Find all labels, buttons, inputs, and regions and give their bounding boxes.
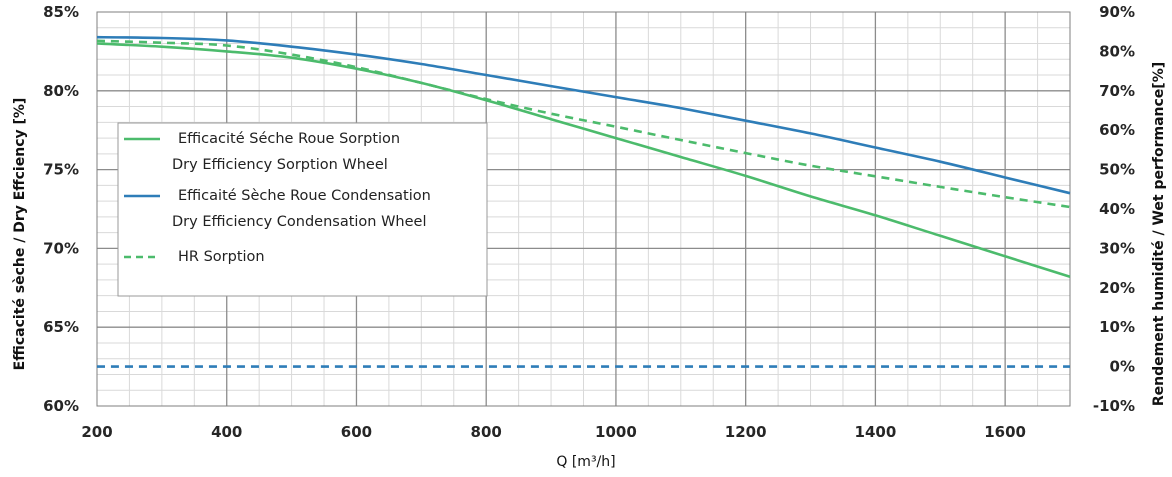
legend-label-condensation-fr: Efficaité Sèche Roue Condensation <box>178 188 431 204</box>
legend-label-sorption-fr: Efficacité Séche Roue Sorption <box>178 131 400 147</box>
right-y-tick-label: 30% <box>1099 239 1135 257</box>
left-y-tick-label: 60% <box>43 397 79 415</box>
right-y-tick-labels: -10% 0% 10% 20% 30% 40% 50% 60% 70% 80% 90% <box>1093 3 1135 415</box>
right-y-tick-label: 0% <box>1110 358 1135 376</box>
right-y-tick-label: 20% <box>1099 279 1135 297</box>
right-y-tick-label: 10% <box>1099 318 1135 336</box>
series-line-1 <box>96 35 1071 195</box>
x-tick-label: 1600 <box>984 423 1026 441</box>
legend-box <box>117 122 488 297</box>
x-tick-label: 1400 <box>855 423 897 441</box>
left-y-tick-label: 65% <box>43 318 79 336</box>
series-line-2 <box>96 39 1071 209</box>
x-tick-label: 200 <box>81 423 112 441</box>
right-y-axis-title: Rendement humidité / Wet performance[%] <box>1151 62 1167 406</box>
x-tick-label: 1200 <box>725 423 767 441</box>
series-layer <box>96 35 1071 368</box>
minor-grid <box>97 12 1070 406</box>
x-axis-title: Q [m³/h] <box>556 454 615 470</box>
right-y-tick-label: 40% <box>1099 200 1135 218</box>
right-y-tick-label: 70% <box>1099 82 1135 100</box>
right-y-tick-label: 50% <box>1099 161 1135 179</box>
series-line-0 <box>96 42 1071 279</box>
plot-area-frame <box>96 11 1071 407</box>
left-y-tick-label: 80% <box>43 82 79 100</box>
left-y-tick-label: 85% <box>43 3 79 21</box>
left-y-axis-title: Efficacité sèche / Dry Effciency [%] <box>12 98 28 371</box>
x-tick-label: 1000 <box>595 423 637 441</box>
x-tick-label: 600 <box>341 423 372 441</box>
left-y-tick-label: 70% <box>43 239 79 257</box>
legend-label-sorption-en: Dry Efficiency Sorption Wheel <box>172 157 388 173</box>
right-y-tick-label: -10% <box>1093 397 1135 415</box>
right-y-tick-label: 80% <box>1099 42 1135 60</box>
x-tick-labels: 200 400 600 800 1000 1200 1400 1600 <box>81 423 1026 441</box>
x-tick-label: 400 <box>211 423 242 441</box>
left-y-tick-labels: 60% 65% 70% 75% 80% 85% <box>43 3 79 415</box>
left-y-tick-label: 75% <box>43 161 79 179</box>
legend-label-condensation-en: Dry Efficiency Condensation Wheel <box>172 214 427 230</box>
x-tick-label: 800 <box>471 423 502 441</box>
legend: Efficacité Séche Roue Sorption Dry Effic… <box>117 122 488 297</box>
legend-label-hr-sorption: HR Sorption <box>178 249 265 265</box>
right-y-tick-label: 60% <box>1099 121 1135 139</box>
right-y-tick-label: 90% <box>1099 3 1135 21</box>
major-grid <box>97 12 1070 406</box>
